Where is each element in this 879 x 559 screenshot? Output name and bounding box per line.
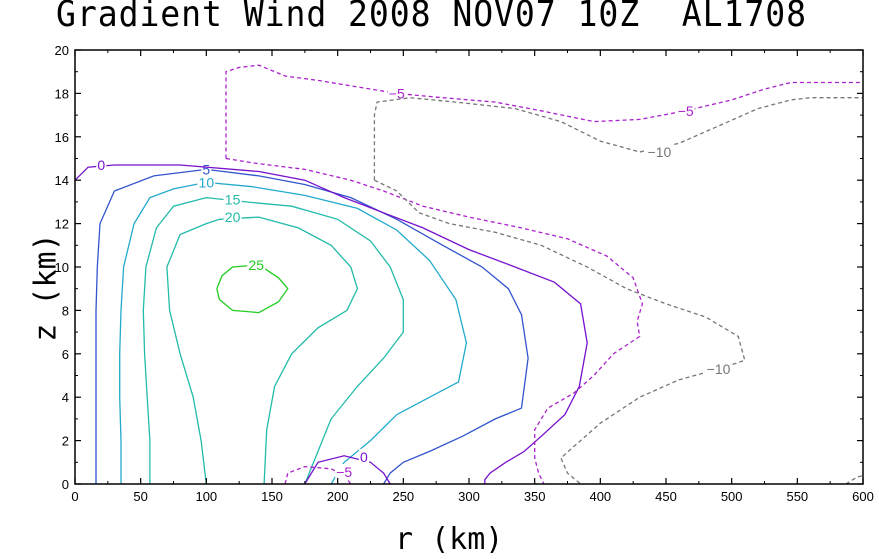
- x-tick-label: 350: [524, 489, 546, 504]
- contour-label: 20: [225, 209, 241, 225]
- contour-label: 5: [202, 161, 210, 177]
- contour-label: 25: [248, 257, 264, 273]
- contour-label-bg: [197, 174, 216, 190]
- x-tick-label: 600: [852, 489, 874, 504]
- y-tick-label: 10: [55, 260, 69, 275]
- x-tick-label: 150: [261, 489, 283, 504]
- contour-line: [166, 216, 359, 485]
- contour-label-bg: [335, 464, 354, 480]
- contour-label: 0: [97, 157, 105, 173]
- y-tick-label: 0: [62, 477, 69, 492]
- contour-label: −5: [678, 103, 694, 119]
- contour-label: −10: [648, 144, 672, 160]
- contour-label: 15: [225, 192, 241, 208]
- y-tick-label: 8: [62, 303, 69, 318]
- y-tick-label: 16: [55, 130, 69, 145]
- y-tick-label: 18: [55, 86, 69, 101]
- contour-label-bg: [201, 161, 212, 177]
- plot-frame: [74, 49, 864, 485]
- contour-line: [225, 157, 644, 485]
- x-tick-label: 200: [327, 489, 349, 504]
- y-tick-label: 12: [55, 217, 69, 232]
- contour-line: [142, 196, 404, 485]
- x-tick-label: 550: [786, 489, 808, 504]
- contour-line: [216, 264, 289, 314]
- x-tick-label: 450: [655, 489, 677, 504]
- x-tick-label: 50: [133, 489, 147, 504]
- x-tick-label: 250: [392, 489, 414, 504]
- contour-label-bg: [247, 256, 266, 272]
- x-tick-label: 0: [71, 489, 78, 504]
- x-tick-label: 400: [589, 489, 611, 504]
- y-tick-label: 4: [62, 390, 69, 405]
- x-axis-label: r (km): [395, 522, 504, 557]
- contour-line: [373, 97, 863, 181]
- contour-line: [304, 455, 391, 485]
- x-tick-label: 300: [458, 489, 480, 504]
- contour-label: −5: [336, 464, 352, 480]
- contour-label-bg: [223, 209, 242, 225]
- axes-layer: 0 50 100 150 200 250 300 350 400 450 500 550 6000246…: [55, 43, 874, 504]
- contour-label-bg: [387, 85, 406, 101]
- contour-label-bg: [358, 448, 369, 464]
- contour-label-bg: [223, 191, 242, 207]
- contour-line: [225, 64, 863, 159]
- x-tick-label: 500: [721, 489, 743, 504]
- contour-label: 10: [199, 174, 215, 190]
- contour-label: −10: [707, 361, 731, 377]
- x-tick-label: 100: [195, 489, 217, 504]
- contour-label: 0: [360, 449, 368, 465]
- contour-label-bg: [705, 360, 732, 376]
- contour-line: [74, 164, 588, 484]
- y-tick-label: 2: [62, 434, 69, 449]
- contour-line: [845, 474, 864, 485]
- contour-label-bg: [646, 143, 673, 159]
- contour-line: [374, 179, 746, 485]
- contour-label-bg: [96, 157, 107, 173]
- y-tick-label: 14: [55, 173, 69, 188]
- y-tick-label: 20: [55, 43, 69, 58]
- contour-label-bg: [676, 102, 695, 118]
- contour-line: [119, 181, 468, 485]
- contour-label: −5: [389, 85, 405, 101]
- y-tick-label: 6: [62, 347, 69, 362]
- contour-line: [95, 168, 529, 485]
- chart-title: Gradient Wind 2008 NOV07 10Z AL1708: [56, 0, 807, 35]
